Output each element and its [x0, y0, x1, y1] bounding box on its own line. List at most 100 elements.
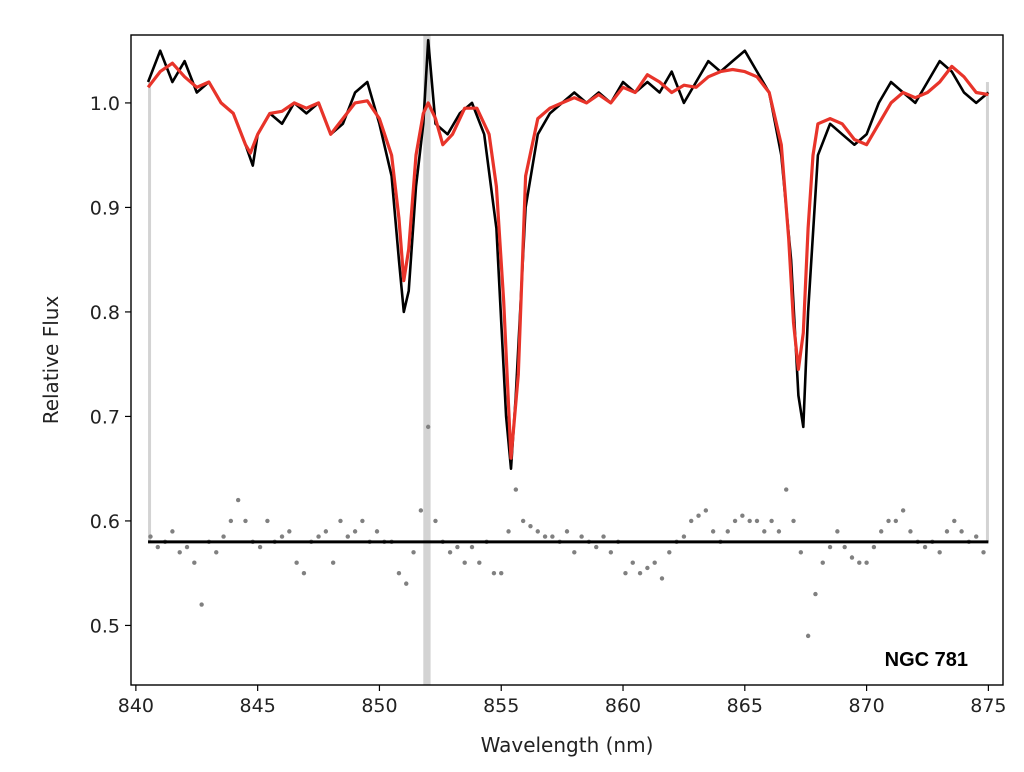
x-tick-label: 855: [483, 695, 519, 717]
residual-point: [572, 550, 577, 555]
residual-point: [404, 581, 409, 586]
residual-point: [433, 518, 438, 524]
residual-point: [813, 591, 818, 597]
residual-point: [155, 544, 160, 550]
residual-point: [374, 529, 380, 534]
residual-point: [871, 544, 877, 550]
residual-point: [279, 534, 285, 539]
x-tick-label: 865: [727, 695, 763, 717]
residual-point: [192, 560, 197, 565]
y-tick-label: 0.9: [90, 197, 120, 219]
residual-point: [637, 570, 643, 576]
x-tick-label: 870: [848, 695, 884, 717]
residual-point: [447, 550, 453, 555]
residual-point: [550, 534, 555, 539]
residual-point: [630, 560, 635, 565]
residual-point: [396, 570, 402, 576]
x-tick-label: 850: [361, 695, 397, 717]
residual-point: [981, 550, 986, 555]
x-tick-label: 840: [118, 695, 154, 717]
residual-point: [740, 513, 745, 518]
residual-point: [922, 544, 928, 550]
residual-point: [199, 602, 204, 607]
residual-point: [491, 570, 497, 576]
residual-point: [944, 529, 950, 534]
residual-point: [513, 487, 519, 492]
residual-point: [974, 534, 979, 539]
observed-spectrum-line: [146, 38, 990, 471]
residual-point: [908, 529, 913, 534]
residual-point: [294, 560, 299, 565]
residual-point: [345, 534, 350, 539]
y-tick-label: 0.8: [90, 302, 120, 324]
residual-point: [235, 497, 241, 503]
residual-point: [762, 529, 767, 534]
residual-point: [287, 529, 292, 534]
residual-point: [360, 518, 365, 524]
masked-region-1: [423, 35, 431, 685]
x-axis-label: Wavelength (nm): [481, 733, 654, 757]
residual-point: [842, 544, 847, 550]
residual-point: [601, 534, 606, 539]
residual-point: [301, 570, 307, 576]
residual-point: [784, 487, 789, 492]
residual-point: [952, 518, 957, 524]
residual-point: [184, 544, 190, 550]
residual-point: [776, 529, 782, 534]
residual-point: [645, 565, 650, 571]
residual-point: [330, 560, 336, 565]
residual-point: [747, 518, 752, 524]
residual-point: [791, 518, 796, 524]
plot-frame: [130, 34, 1004, 686]
y-tick-label: 0.5: [90, 615, 120, 637]
y-tick-label: 0.6: [90, 511, 120, 533]
x-tick-label: 875: [970, 695, 1006, 717]
residual-point: [864, 560, 869, 565]
residual-point: [820, 560, 825, 565]
residual-point: [937, 550, 942, 555]
galaxy-name-annotation: NGC 781: [885, 649, 968, 671]
residual-point: [689, 518, 694, 524]
y-tick-label: 0.7: [90, 406, 120, 428]
residual-point: [542, 534, 548, 539]
residual-point: [316, 534, 321, 539]
residual-point: [177, 550, 182, 555]
residual-point: [805, 633, 811, 639]
residual-point: [769, 518, 774, 524]
residual-point: [681, 534, 687, 539]
residual-point: [703, 508, 709, 513]
residual-point: [214, 550, 219, 555]
residual-point: [623, 570, 628, 576]
plot-layer: [146, 35, 990, 685]
masked-region-0: [148, 82, 152, 542]
residual-point: [659, 576, 665, 581]
residual-point: [257, 544, 263, 550]
y-axis: 0.5 0.6 0.7 0.8 0.9 1.0: [90, 93, 131, 637]
residual-point: [827, 544, 833, 550]
residual-point: [469, 544, 475, 550]
residual-point: [652, 560, 657, 565]
residual-point: [849, 555, 855, 560]
residual-point: [608, 550, 614, 555]
residual-point: [886, 518, 891, 524]
residual-point: [835, 529, 840, 534]
plot-area: [146, 35, 990, 685]
residual-point: [506, 529, 511, 534]
y-tick-label: 1.0: [90, 93, 120, 115]
residual-point: [520, 518, 526, 524]
residual-point: [564, 529, 570, 534]
residual-point: [900, 508, 906, 513]
residual-point: [725, 529, 730, 534]
residual-point: [754, 518, 760, 524]
residual-point: [535, 529, 540, 534]
residual-point: [243, 518, 248, 524]
residual-point: [696, 513, 701, 518]
residual-point: [667, 550, 672, 555]
residual-point: [879, 529, 884, 534]
y-axis-label: Relative Flux: [39, 296, 63, 425]
residual-point: [462, 560, 467, 565]
x-tick-label: 860: [605, 695, 641, 717]
residual-point: [455, 544, 460, 550]
